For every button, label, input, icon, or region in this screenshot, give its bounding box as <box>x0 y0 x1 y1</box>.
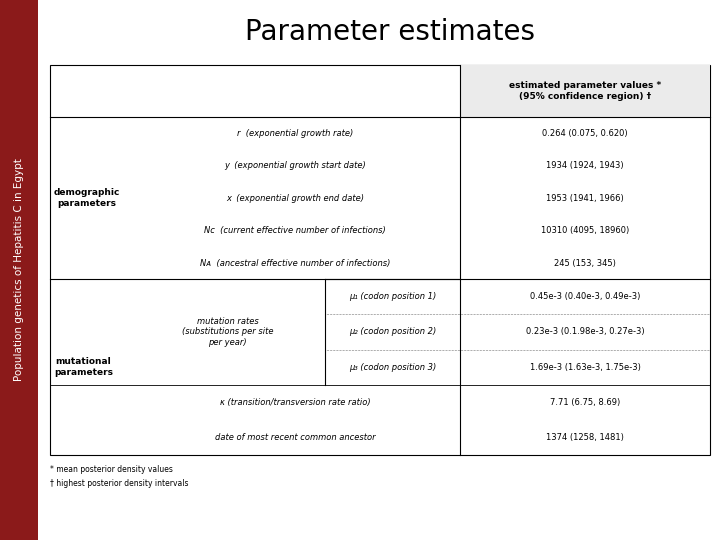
Text: y  (exponential growth start date): y (exponential growth start date) <box>224 161 366 170</box>
Text: estimated parameter values *
(95% confidence region) †: estimated parameter values * (95% confid… <box>509 82 661 100</box>
Text: demographic
parameters: demographic parameters <box>54 188 120 208</box>
Text: 1374 (1258, 1481): 1374 (1258, 1481) <box>546 433 624 442</box>
Text: 1934 (1924, 1943): 1934 (1924, 1943) <box>546 161 624 170</box>
Bar <box>0 0 38 540</box>
Text: 10310 (4095, 18960): 10310 (4095, 18960) <box>541 226 629 235</box>
Text: r  (exponential growth rate): r (exponential growth rate) <box>237 129 353 138</box>
Text: 0.45e-3 (0.40e-3, 0.49e-3): 0.45e-3 (0.40e-3, 0.49e-3) <box>530 292 640 301</box>
Text: μ₁ (codon position 1): μ₁ (codon position 1) <box>349 292 436 301</box>
Bar <box>50 65 710 455</box>
Text: Nᴀ  (ancestral effective number of infections): Nᴀ (ancestral effective number of infect… <box>200 259 390 267</box>
Text: μ₂ (codon position 2): μ₂ (codon position 2) <box>349 327 436 336</box>
Text: 0.23e-3 (0.1.98e-3, 0.27e-3): 0.23e-3 (0.1.98e-3, 0.27e-3) <box>526 327 644 336</box>
Text: † highest posterior density intervals: † highest posterior density intervals <box>50 478 189 488</box>
Text: mutation rates
(substitutions per site
per year): mutation rates (substitutions per site p… <box>181 317 274 347</box>
Text: 1.69e-3 (1.63e-3, 1.75e-3): 1.69e-3 (1.63e-3, 1.75e-3) <box>530 363 640 372</box>
Text: date of most recent common ancestor: date of most recent common ancestor <box>215 433 375 442</box>
Text: Population genetics of Hepatitis C in Egypt: Population genetics of Hepatitis C in Eg… <box>14 159 24 381</box>
Text: 0.264 (0.075, 0.620): 0.264 (0.075, 0.620) <box>542 129 628 138</box>
Text: κ (transition/transversion rate ratio): κ (transition/transversion rate ratio) <box>220 398 370 407</box>
Text: * mean posterior density values: * mean posterior density values <box>50 465 173 475</box>
Text: x  (exponential growth end date): x (exponential growth end date) <box>226 194 364 202</box>
Text: Nᴄ  (current effective number of infections): Nᴄ (current effective number of infectio… <box>204 226 386 235</box>
Text: mutational
parameters: mutational parameters <box>54 357 113 377</box>
Text: μ₃ (codon position 3): μ₃ (codon position 3) <box>349 363 436 372</box>
Text: 7.71 (6.75, 8.69): 7.71 (6.75, 8.69) <box>550 398 620 407</box>
Text: Parameter estimates: Parameter estimates <box>245 18 535 46</box>
Text: 1953 (1941, 1966): 1953 (1941, 1966) <box>546 194 624 202</box>
Bar <box>460 65 710 117</box>
Text: 245 (153, 345): 245 (153, 345) <box>554 259 616 267</box>
